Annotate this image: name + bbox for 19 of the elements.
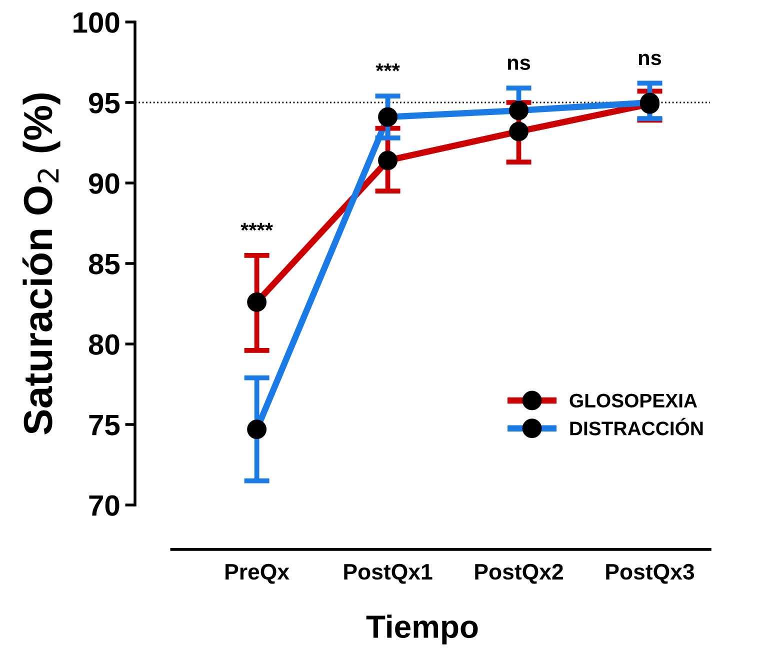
x-tick-label: PostQx1 [344,564,432,584]
x-tick-label: PreQx [226,564,290,584]
y-tick-label: 70 [89,495,120,516]
annotation: ns [508,58,530,70]
annotation: *** [376,64,400,72]
legend-label: DISTRACCIÓN [570,418,703,436]
y-tick-label: 100 [74,12,120,33]
annotation: **** [240,222,273,231]
y-tick-label: 85 [88,254,120,274]
annotation: ns [638,54,662,66]
y-tick-label: 90 [88,173,120,194]
y-tick-label: 75 [89,415,120,436]
y-tick-label: 80 [88,334,120,355]
y-tick-label: 95 [88,92,120,114]
x-tick-label: PostQx3 [606,564,694,584]
y-axis-title: Saturación O$_{2}$ (%) [22,94,60,434]
x-tick-label: PostQx2 [475,564,563,584]
x-axis-title: Tiempo [366,614,478,644]
legend-label: GLOSOPEXIA [570,394,698,408]
